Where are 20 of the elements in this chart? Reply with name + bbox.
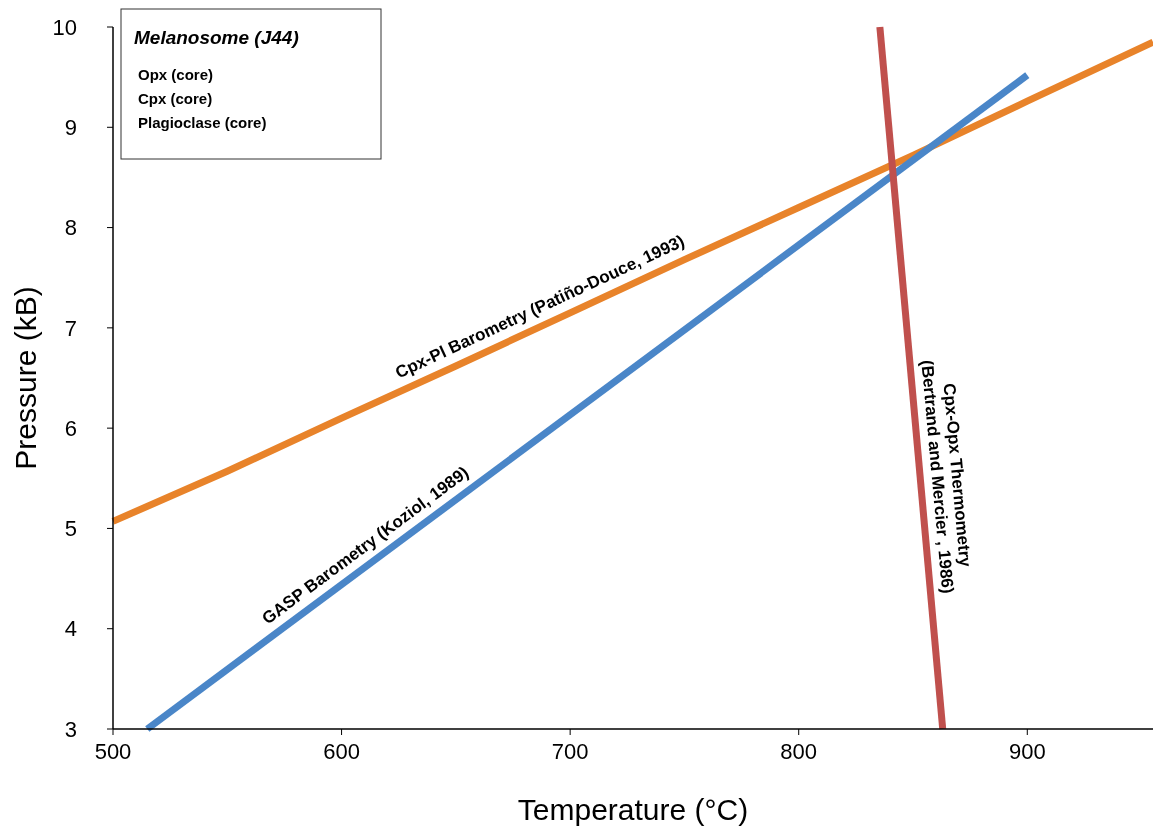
y-tick-label: 3: [64, 716, 77, 742]
y-tick-label: 5: [64, 516, 77, 542]
annotation: Cpx-Opx Thermometry (Bertrand and Mercier , 1986): [917, 359, 975, 595]
x-tick-label: 800: [780, 739, 818, 764]
x-tick-label: 700: [551, 739, 589, 764]
y-tick-label: 4: [64, 616, 77, 642]
annotation: Cpx (core): [138, 90, 213, 107]
y-axis-title: Pressure (kB): [9, 286, 42, 470]
y-tick-label: 8: [64, 215, 77, 241]
annotation: Plagioclase (core): [138, 114, 267, 131]
x-tick-label: 600: [323, 739, 360, 764]
y-tick-label: 10: [52, 14, 77, 40]
x-tick-label: 900: [1008, 739, 1046, 764]
annotation: Melanosome (J44): [134, 27, 299, 48]
x-axis-title: Temperature (°C): [517, 793, 749, 826]
y-tick-label: 9: [64, 114, 77, 140]
x-tick-label: 500: [94, 739, 132, 764]
y-tick-label: 6: [64, 415, 77, 441]
annotation: Opx (core): [138, 66, 214, 83]
y-tick-label: 7: [64, 315, 77, 341]
